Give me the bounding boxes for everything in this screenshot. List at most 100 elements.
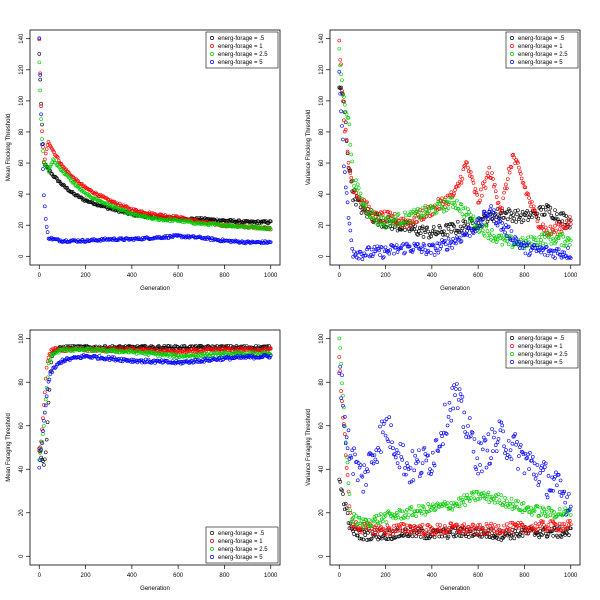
data-point xyxy=(402,219,406,223)
legend-label: energ-forage = 5 xyxy=(218,60,263,66)
data-point xyxy=(385,523,390,528)
data-point xyxy=(390,243,394,247)
legend-label: energ-forage = 1 xyxy=(518,344,563,350)
data-point xyxy=(500,423,505,428)
data-point xyxy=(556,472,561,477)
data-point xyxy=(552,510,556,514)
data-point xyxy=(55,155,60,160)
data-point xyxy=(350,246,355,251)
data-point xyxy=(472,223,477,228)
data-point xyxy=(505,210,509,214)
data-point xyxy=(343,501,348,506)
data-point xyxy=(65,173,69,177)
data-point xyxy=(343,507,347,512)
data-point xyxy=(425,536,430,540)
data-point xyxy=(427,235,431,240)
legend-marker xyxy=(210,52,214,56)
data-point xyxy=(543,225,548,230)
data-point xyxy=(546,532,551,536)
data-point xyxy=(371,519,376,524)
data-point xyxy=(567,523,571,527)
data-point xyxy=(397,534,402,538)
data-point xyxy=(446,227,451,231)
data-point xyxy=(346,216,351,220)
data-point xyxy=(401,221,405,225)
data-point xyxy=(499,493,504,497)
data-point xyxy=(465,530,469,535)
data-point xyxy=(355,195,360,200)
data-point xyxy=(159,347,164,352)
data-point xyxy=(351,472,355,476)
data-point xyxy=(153,212,157,216)
data-point xyxy=(476,523,480,527)
data-point xyxy=(343,415,347,419)
data-point xyxy=(568,522,573,527)
data-point xyxy=(481,435,486,440)
data-point xyxy=(543,207,548,212)
data-point xyxy=(42,424,46,428)
data-point xyxy=(362,251,367,256)
data-point xyxy=(93,354,97,358)
data-point xyxy=(430,525,434,530)
y-tick-label: 60 xyxy=(319,422,325,429)
data-point xyxy=(340,89,344,93)
data-point xyxy=(446,534,451,539)
data-point xyxy=(426,229,430,234)
legend-label: energ-forage = 2.5 xyxy=(518,52,568,58)
data-point xyxy=(494,240,499,244)
data-point xyxy=(357,536,362,541)
data-point xyxy=(399,246,404,251)
data-point xyxy=(342,424,346,428)
data-point xyxy=(509,497,514,501)
data-point xyxy=(521,240,526,245)
data-point xyxy=(45,420,50,425)
data-point xyxy=(491,449,495,453)
legend-label: energ-forage = 2.5 xyxy=(218,547,268,553)
data-point xyxy=(46,170,51,174)
data-point xyxy=(47,377,52,382)
data-point xyxy=(396,515,401,520)
data-point xyxy=(458,240,463,244)
data-point xyxy=(548,205,553,210)
data-point xyxy=(348,454,353,458)
data-point xyxy=(146,353,151,357)
data-point xyxy=(527,525,531,530)
data-point xyxy=(409,505,414,509)
data-point xyxy=(348,143,353,147)
data-point xyxy=(449,196,454,200)
data-point xyxy=(473,187,478,191)
data-point xyxy=(443,402,447,407)
data-point xyxy=(45,375,50,380)
data-point xyxy=(452,224,456,229)
data-point xyxy=(379,210,383,214)
data-point xyxy=(505,225,510,230)
data-point xyxy=(463,503,467,507)
data-point xyxy=(412,207,417,212)
data-point xyxy=(52,365,56,369)
data-point xyxy=(350,517,355,521)
legend-label: energ-forage = 5 xyxy=(518,360,563,366)
data-point xyxy=(136,349,141,353)
data-point xyxy=(521,452,526,457)
data-point xyxy=(553,256,557,260)
data-point xyxy=(253,224,257,228)
data-point xyxy=(529,248,533,253)
data-point xyxy=(449,229,454,234)
data-point xyxy=(491,177,495,181)
data-point xyxy=(491,239,495,243)
data-point xyxy=(521,218,526,223)
data-point xyxy=(568,218,573,223)
data-point xyxy=(538,471,542,475)
data-point xyxy=(342,95,346,99)
data-point xyxy=(462,522,467,526)
data-point xyxy=(530,215,534,220)
legend-marker xyxy=(210,36,214,40)
data-point xyxy=(337,336,342,341)
data-point xyxy=(486,490,491,495)
data-point xyxy=(436,449,441,453)
data-point xyxy=(343,185,348,190)
legend-label: energ-forage = .5 xyxy=(518,36,565,42)
data-point xyxy=(461,531,466,536)
chart-panel-1: 0 200 400 600 800 1000 0 20 40 60 80 100 120 140 Gener… xyxy=(6,29,281,292)
data-point xyxy=(193,343,198,348)
